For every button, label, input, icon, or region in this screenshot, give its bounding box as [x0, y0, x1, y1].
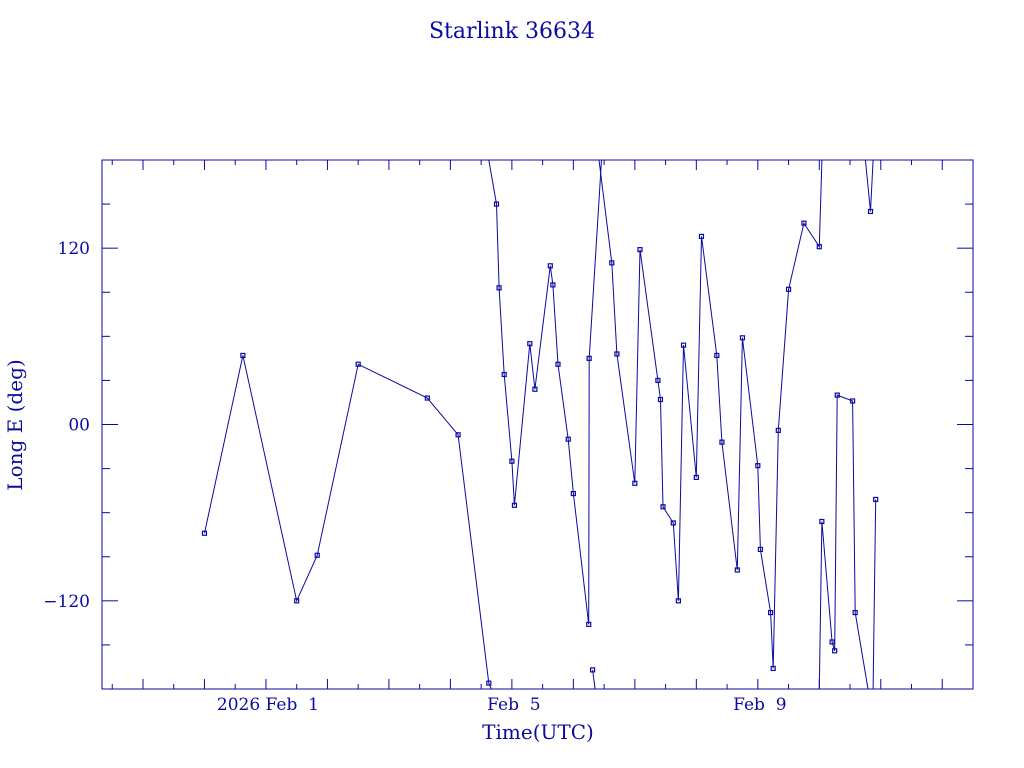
data-point [570, 490, 576, 497]
data-point [493, 201, 500, 207]
x-tick-label: 2026 Feb 1 [217, 695, 319, 715]
data-point [586, 621, 592, 627]
data-point [834, 392, 840, 398]
data-point [637, 247, 643, 253]
data-point [424, 395, 430, 401]
data-point [547, 263, 553, 269]
data-point [527, 341, 533, 347]
data-point [680, 342, 687, 348]
data-point [509, 458, 515, 464]
data-point [609, 260, 615, 266]
data-point [801, 220, 807, 226]
data-point [775, 427, 781, 433]
y-tick-label: −120 [43, 592, 90, 612]
data-point [614, 351, 620, 357]
data-point [240, 352, 246, 359]
data-point [819, 518, 825, 525]
data-point [785, 286, 792, 292]
data-point [660, 504, 666, 510]
data-point [852, 609, 858, 616]
data-point [586, 355, 592, 361]
y-axis-ticks [102, 203, 973, 646]
data-point [511, 502, 518, 508]
data-point [832, 648, 838, 654]
series-line-segment [872, 499, 877, 689]
y-axis-tick-labels: 120 00 −120 [43, 239, 90, 612]
x-axis-tick-labels: 2026 Feb 1 Feb 5 Feb 9 [217, 695, 787, 715]
data-point [867, 208, 874, 215]
data-point [755, 463, 761, 469]
data-point [739, 335, 746, 341]
y-tick-label: 120 [58, 239, 90, 259]
x-axis-label: Time(UTC) [482, 720, 594, 744]
data-point [201, 530, 208, 536]
data-point [632, 480, 638, 486]
x-axis-ticks [111, 160, 943, 689]
data-point [714, 352, 720, 359]
data-point [589, 667, 596, 673]
data-point [657, 396, 664, 403]
data-point [675, 598, 681, 604]
plot-frame [101, 159, 974, 690]
data-point [486, 680, 492, 686]
data-point [655, 377, 661, 384]
data-point [355, 361, 361, 367]
data-point [565, 436, 571, 442]
data-point [532, 386, 538, 392]
data-point [455, 432, 461, 438]
y-axis-label: Long E (deg) [3, 359, 27, 490]
data-point [550, 282, 556, 288]
data-point [816, 244, 822, 250]
series-line-segment [864, 160, 874, 212]
data-point [294, 598, 300, 604]
y-tick-label: 00 [68, 416, 90, 436]
data-point [873, 496, 879, 503]
longitude-series [201, 160, 879, 689]
series-line-segment [818, 394, 869, 689]
data-point [768, 609, 774, 616]
data-point [829, 639, 835, 645]
series-line-segment [488, 160, 602, 625]
data-point [719, 439, 725, 445]
series-line-segment [592, 669, 596, 689]
data-point [734, 567, 740, 573]
data-point [496, 285, 502, 291]
x-tick-label: Feb 9 [733, 695, 786, 715]
data-point [849, 398, 856, 404]
chart-title: Starlink 36634 [429, 19, 595, 44]
data-point [314, 552, 320, 558]
data-point [693, 474, 699, 480]
data-point [670, 520, 676, 526]
data-point [698, 233, 705, 240]
series-line-segment [204, 355, 492, 689]
data-point [757, 546, 763, 553]
series-line-segment [598, 160, 823, 669]
data-point [770, 665, 776, 672]
x-tick-label: Feb 5 [487, 695, 540, 715]
data-point [501, 371, 507, 378]
data-point [555, 361, 561, 367]
